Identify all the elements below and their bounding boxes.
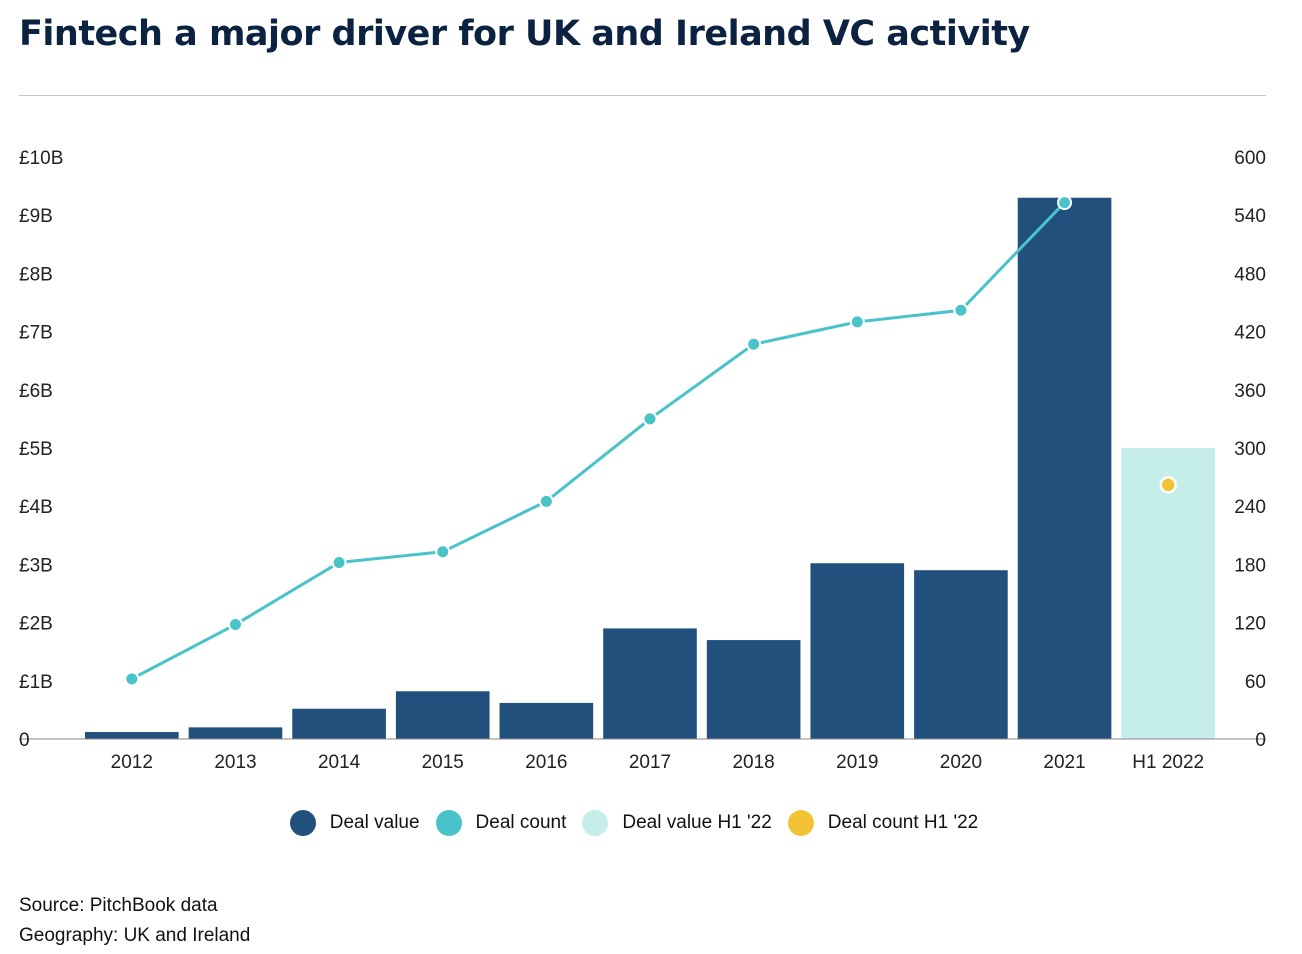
y-left-tick-label: £8B [19, 264, 53, 285]
legend-item-deal-count: Deal count [435, 810, 567, 836]
legend: Deal value Deal count Deal value H1 '22 … [0, 810, 1268, 836]
x-tick-label: H1 2022 [1132, 752, 1204, 773]
x-tick-label: 2018 [732, 752, 774, 773]
source-note: Source: PitchBook data [19, 895, 218, 916]
point-deal-count-2017 [642, 411, 658, 427]
y-right-tick-label: 480 [1234, 264, 1266, 285]
legend-item-deal-value: Deal value [289, 810, 420, 836]
point-deal-count-2012 [124, 671, 140, 687]
y-right-tick-label: 360 [1234, 381, 1266, 402]
legend-swatch-deal-value [289, 810, 316, 836]
x-tick-label: 2016 [525, 752, 567, 773]
chart-area: 0 £1B £2B £3B £4B £5B £6B £7B £8B £9B £10B 0 60 120 18… [19, 148, 1266, 773]
legend-swatch-deal-value-h1 [582, 810, 609, 836]
y-right-tick-label: 120 [1234, 614, 1266, 635]
bar-deal-value-2021 [1017, 197, 1112, 740]
x-tick-label: 2021 [1043, 752, 1085, 773]
y-right-tick-label: 300 [1234, 439, 1266, 460]
title-divider [19, 95, 1266, 96]
x-tick-label: 2014 [318, 752, 361, 773]
x-tick-label: 2015 [422, 752, 464, 773]
y-left-tick-label: £1B [19, 672, 53, 693]
legend-label-deal-value-h1: Deal value H1 '22 [622, 812, 772, 833]
bar-deal-value-2020 [914, 570, 1008, 739]
y-right-tick-label: 180 [1234, 555, 1266, 576]
point-deal-count-2021 [1057, 195, 1073, 211]
point-deal-count-h1 [1159, 476, 1177, 494]
y-right-tick-label: 600 [1234, 148, 1266, 169]
bar-deal-value-2016 [499, 702, 594, 739]
legend-label-deal-count: Deal count [475, 812, 567, 833]
point-deal-count-2020 [953, 302, 969, 318]
y-right-tick-label: 240 [1234, 497, 1266, 518]
legend-item-deal-value-h1: Deal value H1 '22 [582, 810, 772, 836]
legend-swatch-deal-count-h1 [787, 810, 814, 836]
bar-deal-value-2014 [292, 708, 386, 739]
y-left-tick-label: £2B [19, 614, 53, 635]
y-right-tick-label: 540 [1234, 206, 1266, 227]
x-tick-label: 2012 [111, 752, 153, 773]
geography-note: Geography: UK and Ireland [19, 925, 251, 946]
bar-deal-value-2015 [395, 691, 490, 739]
y-right-tick-label: 0 [1255, 730, 1266, 751]
y-left-tick-label: £9B [19, 206, 53, 227]
legend-item-deal-count-h1: Deal count H1 '22 [787, 810, 979, 836]
line-layer [124, 195, 1177, 687]
legend-label-deal-count-h1: Deal count H1 '22 [827, 812, 979, 833]
point-deal-count-2018 [746, 336, 762, 352]
y-left-tick-label: £5B [19, 439, 53, 460]
bar-deal-value-2012 [85, 732, 179, 739]
y-right-tick-label: 60 [1245, 672, 1266, 693]
line-deal-count [131, 201, 1066, 681]
bar-deal-value-2018 [706, 640, 801, 739]
x-tick-label: 2013 [214, 752, 256, 773]
x-tick-label: 2020 [940, 752, 982, 773]
point-deal-count-2019 [849, 314, 865, 330]
chart-title: Fintech a major driver for UK and Irelan… [19, 14, 1030, 54]
bar-deal-value-2019 [810, 563, 905, 739]
bar-deal-value-h1-h1-2022 [1121, 448, 1215, 739]
y-left-tick-label: £4B [19, 497, 53, 518]
point-deal-count-2015 [435, 544, 451, 560]
legend-swatch-deal-count [435, 810, 462, 836]
y-left-tick-label: £10B [19, 148, 63, 169]
y-left-tick-label: 0 [19, 730, 30, 751]
legend-label-deal-value: Deal value [329, 812, 420, 833]
bars-layer [85, 197, 1215, 740]
x-tick-label: 2019 [836, 752, 878, 773]
point-deal-count-2013 [227, 617, 243, 633]
point-deal-count-2014 [331, 554, 347, 570]
bar-deal-value-2013 [188, 727, 283, 739]
y-left-tick-label: £7B [19, 323, 53, 344]
point-deal-count-2016 [538, 493, 554, 509]
y-left-tick-label: £3B [19, 555, 53, 576]
y-left-tick-label: £6B [19, 381, 53, 402]
ticks-layer: 0 £1B £2B £3B £4B £5B £6B £7B £8B £9B £10B 0 60 120 18… [19, 148, 1266, 773]
y-right-tick-label: 420 [1234, 323, 1266, 344]
x-tick-label: 2017 [629, 752, 671, 773]
bar-deal-value-2017 [603, 628, 697, 739]
